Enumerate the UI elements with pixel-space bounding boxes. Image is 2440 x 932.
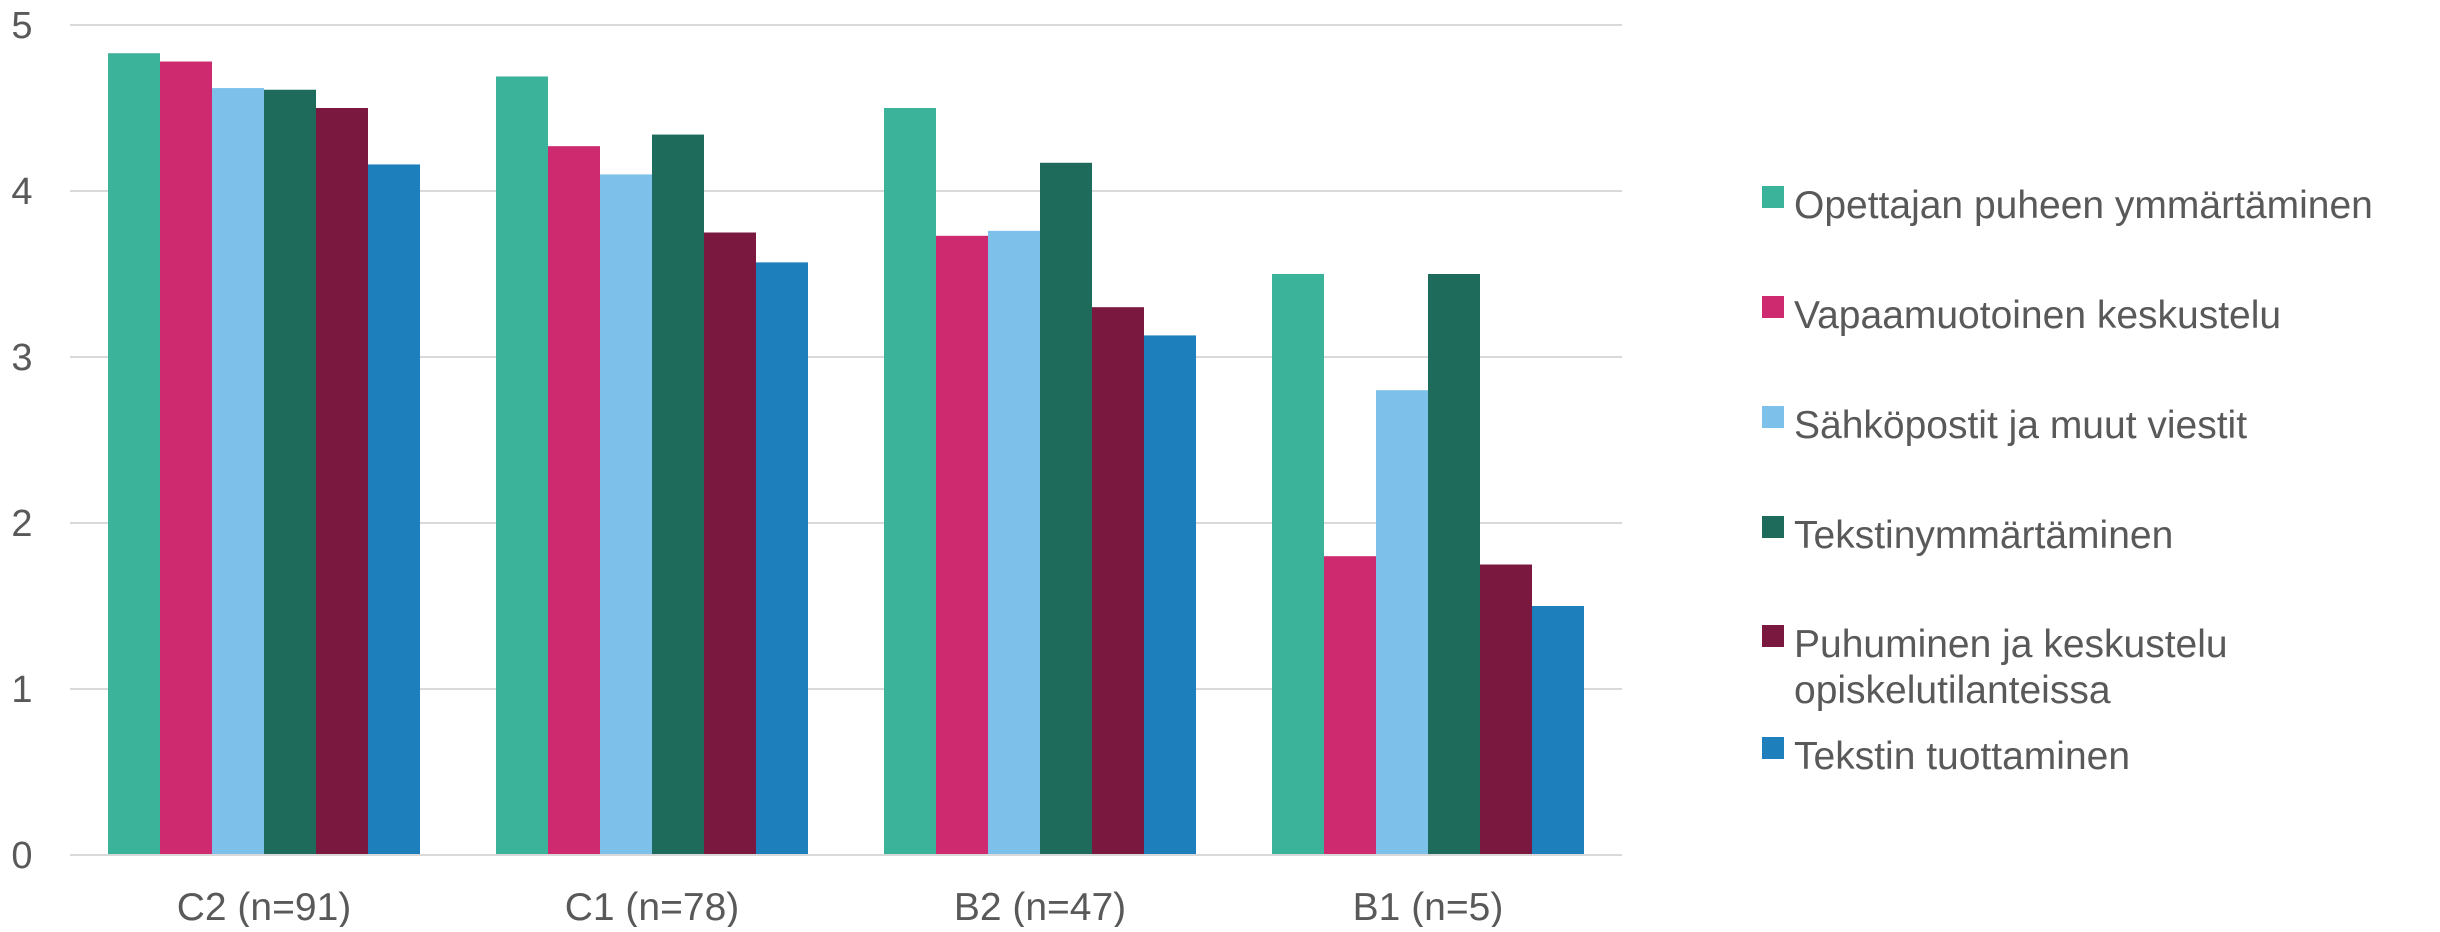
legend-label: Opettajan puheen ymmärtäminen — [1794, 184, 2373, 227]
bar — [212, 88, 264, 855]
y-tick-label: 2 — [11, 503, 32, 545]
legend-label: Tekstin tuottaminen — [1794, 735, 2130, 778]
y-tick-label: 1 — [11, 669, 32, 711]
bar — [160, 61, 212, 855]
legend-label: opiskelutilanteissa — [1794, 669, 2111, 712]
bar — [652, 134, 704, 855]
x-category-label: B1 (n=5) — [1353, 886, 1504, 927]
bar — [1092, 307, 1144, 855]
legend: Opettajan puheen ymmärtäminen Vapaamuotoi… — [1762, 184, 2373, 778]
bar — [600, 174, 652, 855]
bar — [1272, 274, 1324, 855]
y-tick-label: 3 — [11, 337, 32, 379]
y-tick-label: 4 — [11, 171, 32, 213]
legend-label: Puhuminen ja keskustelu — [1794, 623, 2228, 666]
bar — [1040, 162, 1092, 855]
bar — [884, 108, 936, 855]
legend-label: Sähköpostit ja muut viestit — [1794, 404, 2247, 447]
bar — [108, 53, 160, 856]
legend-swatch — [1762, 737, 1784, 759]
legend-label: Vapaamuotoinen keskustelu — [1794, 294, 2281, 337]
x-category-label: C1 (n=78) — [565, 886, 740, 927]
bars — [108, 53, 1584, 856]
legend-swatch — [1762, 516, 1784, 538]
bar — [316, 108, 368, 855]
y-tick-label: 0 — [11, 835, 32, 877]
bar — [548, 146, 600, 855]
bar — [756, 262, 808, 855]
y-axis-ticks: 0 1 2 3 4 5 — [11, 5, 32, 877]
legend-swatch — [1762, 406, 1784, 428]
bar — [704, 232, 756, 855]
y-tick-label: 5 — [11, 5, 32, 47]
bar — [264, 89, 316, 856]
legend-swatch — [1762, 186, 1784, 208]
legend-swatch — [1762, 625, 1784, 647]
legend-label: Tekstinymmärtäminen — [1794, 514, 2173, 557]
bar — [936, 235, 988, 855]
bar — [1376, 390, 1428, 855]
bar — [368, 164, 420, 855]
bar — [988, 230, 1040, 856]
x-axis-categories: C2 (n=91) C1 (n=78) B2 (n=47) B1 (n=5) — [177, 886, 1504, 929]
x-category-label: C2 (n=91) — [177, 886, 352, 927]
legend-swatch — [1762, 296, 1784, 318]
bar — [1532, 606, 1584, 855]
bar — [1480, 564, 1532, 855]
bar — [1144, 335, 1196, 855]
x-category-label: B2 (n=47) — [954, 886, 1126, 927]
bar — [496, 76, 548, 855]
bar — [1324, 556, 1376, 855]
bar — [1428, 274, 1480, 855]
